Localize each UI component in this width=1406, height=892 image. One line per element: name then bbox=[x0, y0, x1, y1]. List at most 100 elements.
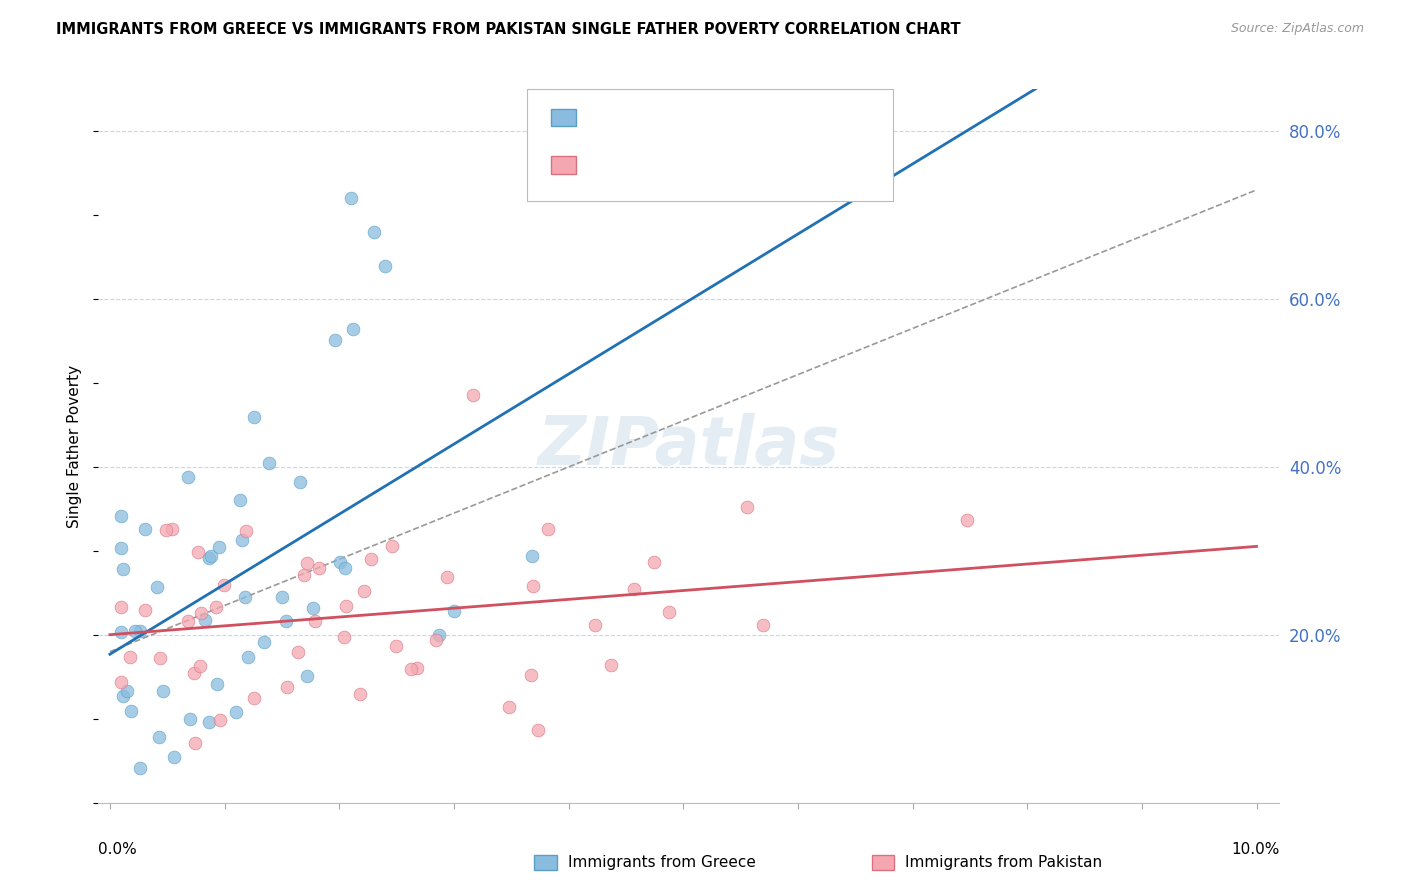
Point bbox=[381, 540, 404, 554]
Point bbox=[179, 712, 201, 726]
Point bbox=[190, 606, 212, 620]
Point bbox=[243, 410, 266, 425]
Point bbox=[205, 600, 228, 615]
Text: Immigrants from Greece: Immigrants from Greece bbox=[568, 855, 756, 870]
Point bbox=[134, 522, 156, 536]
Point bbox=[208, 713, 231, 727]
Text: R = 0.154: R = 0.154 bbox=[588, 109, 671, 127]
Point bbox=[110, 541, 132, 556]
Point bbox=[752, 618, 775, 632]
Point bbox=[385, 639, 408, 653]
Point bbox=[292, 568, 315, 582]
Point bbox=[146, 580, 169, 594]
Y-axis label: Single Father Poverty: Single Father Poverty bbox=[67, 365, 83, 527]
Point bbox=[287, 644, 309, 658]
Text: Source: ZipAtlas.com: Source: ZipAtlas.com bbox=[1230, 22, 1364, 36]
Point bbox=[200, 549, 222, 563]
Point bbox=[288, 475, 311, 489]
Point bbox=[436, 569, 458, 583]
Point bbox=[111, 562, 134, 576]
Point bbox=[134, 603, 156, 617]
Point bbox=[274, 615, 297, 629]
Point bbox=[463, 388, 485, 402]
Point bbox=[308, 561, 330, 575]
Point bbox=[339, 191, 361, 205]
Text: Immigrants from Pakistan: Immigrants from Pakistan bbox=[905, 855, 1102, 870]
Point bbox=[599, 658, 621, 673]
Point bbox=[374, 259, 396, 273]
Point bbox=[120, 704, 142, 718]
Point bbox=[235, 524, 257, 538]
Text: N = 49: N = 49 bbox=[752, 156, 814, 174]
Text: R = 0.279: R = 0.279 bbox=[588, 156, 671, 174]
Point bbox=[129, 760, 152, 774]
Point bbox=[443, 604, 465, 618]
Point bbox=[233, 591, 256, 605]
Point bbox=[194, 613, 217, 627]
Text: 10.0%: 10.0% bbox=[1232, 842, 1279, 857]
Point bbox=[295, 669, 318, 683]
Text: 0.0%: 0.0% bbox=[98, 842, 138, 857]
Point bbox=[623, 582, 645, 596]
Point bbox=[297, 557, 319, 571]
Point bbox=[329, 555, 352, 569]
Point bbox=[184, 736, 207, 750]
Point bbox=[155, 523, 177, 537]
Point bbox=[335, 599, 357, 613]
Point bbox=[110, 624, 132, 639]
Point bbox=[276, 680, 298, 694]
Point bbox=[229, 493, 252, 508]
Point bbox=[197, 715, 219, 730]
Point bbox=[149, 651, 172, 665]
Point bbox=[658, 605, 681, 619]
Point bbox=[522, 579, 544, 593]
Point bbox=[110, 599, 132, 614]
Point bbox=[427, 628, 450, 642]
Point bbox=[304, 615, 326, 629]
Point bbox=[214, 578, 236, 592]
Point bbox=[110, 675, 132, 690]
Point bbox=[323, 333, 346, 347]
Point bbox=[207, 677, 229, 691]
Point bbox=[498, 699, 520, 714]
Point bbox=[198, 551, 221, 566]
Point bbox=[527, 723, 550, 737]
Point bbox=[110, 508, 132, 523]
Text: IMMIGRANTS FROM GREECE VS IMMIGRANTS FROM PAKISTAN SINGLE FATHER POVERTY CORRELA: IMMIGRANTS FROM GREECE VS IMMIGRANTS FRO… bbox=[56, 22, 960, 37]
Point bbox=[643, 555, 665, 569]
Point bbox=[111, 690, 134, 704]
Point bbox=[360, 552, 382, 566]
Point bbox=[225, 706, 247, 720]
Point bbox=[401, 662, 423, 676]
Point bbox=[271, 591, 294, 605]
Point bbox=[177, 470, 200, 484]
Point bbox=[735, 500, 758, 515]
Point bbox=[118, 650, 141, 665]
Point bbox=[583, 618, 606, 632]
Point bbox=[257, 456, 280, 470]
Point bbox=[208, 540, 231, 554]
Point bbox=[115, 683, 138, 698]
Point bbox=[187, 544, 209, 558]
Point bbox=[243, 691, 266, 706]
Point bbox=[956, 513, 979, 527]
Point bbox=[349, 687, 371, 701]
Text: ZIPatlas: ZIPatlas bbox=[538, 413, 839, 479]
Text: N = 46: N = 46 bbox=[752, 109, 814, 127]
Point bbox=[302, 601, 325, 615]
Point bbox=[363, 225, 385, 239]
Point bbox=[188, 658, 211, 673]
Point bbox=[520, 668, 543, 682]
Point bbox=[342, 322, 364, 336]
Point bbox=[231, 533, 253, 548]
Point bbox=[124, 624, 146, 638]
Point bbox=[160, 522, 183, 536]
Point bbox=[520, 549, 543, 564]
Point bbox=[177, 614, 200, 628]
Point bbox=[425, 633, 447, 648]
Point bbox=[236, 649, 259, 664]
Point bbox=[335, 561, 357, 575]
Point bbox=[253, 635, 276, 649]
Point bbox=[148, 730, 170, 744]
Point bbox=[152, 684, 174, 698]
